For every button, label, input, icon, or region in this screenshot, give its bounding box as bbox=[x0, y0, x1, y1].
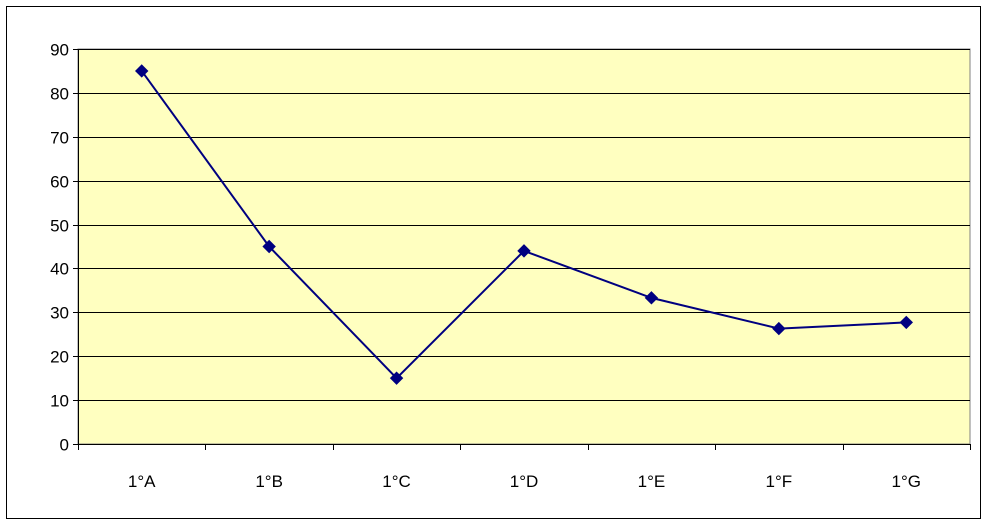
x-tick-label: 1°G bbox=[892, 472, 921, 491]
data-point-marker bbox=[389, 371, 404, 385]
gridlines bbox=[78, 49, 970, 401]
x-tick-label: 1°C bbox=[382, 472, 411, 491]
y-tick-label: 30 bbox=[50, 304, 69, 323]
data-point-marker bbox=[517, 244, 531, 258]
y-tick-label: 10 bbox=[50, 392, 69, 411]
y-tick-label: 40 bbox=[50, 260, 69, 279]
data-point-marker bbox=[644, 291, 659, 305]
y-tick-labels: 0 10 20 30 40 50 60 70 80 90 bbox=[50, 41, 69, 455]
series bbox=[135, 64, 913, 385]
y-tick-label: 0 bbox=[60, 436, 69, 455]
x-tick-label: 1°F bbox=[766, 472, 793, 491]
data-point-marker bbox=[262, 239, 276, 254]
data-point-marker bbox=[772, 321, 786, 336]
y-tick-label: 50 bbox=[50, 217, 69, 236]
x-tick-label: 1°B bbox=[255, 472, 283, 491]
y-tick-label: 80 bbox=[50, 85, 69, 104]
axes bbox=[73, 49, 971, 450]
y-tick-label: 20 bbox=[50, 348, 69, 367]
x-tick-label: 1°A bbox=[128, 472, 156, 491]
y-tick-label: 60 bbox=[50, 173, 69, 192]
data-point-marker bbox=[135, 64, 149, 78]
y-tick-label: 70 bbox=[50, 129, 69, 148]
x-tick-labels: 1°A 1°B 1°C 1°D 1°E 1°F 1°G bbox=[128, 472, 921, 491]
y-tick-label: 90 bbox=[50, 41, 69, 60]
x-tick-label: 1°E bbox=[638, 472, 666, 491]
data-point-marker bbox=[899, 315, 913, 330]
x-tick-label: 1°D bbox=[510, 472, 539, 491]
